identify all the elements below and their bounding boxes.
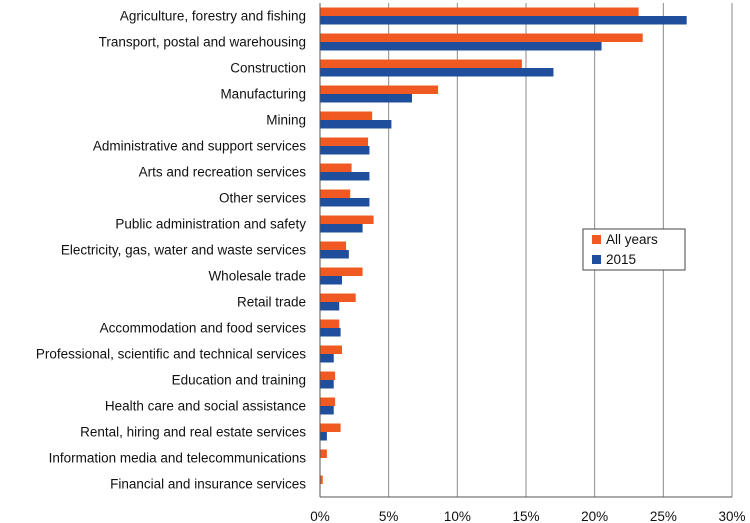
category-labels: Agriculture, forestry and fishing Transpo… <box>36 9 306 492</box>
category-label: Arts and recreation services <box>139 165 307 180</box>
bar-all-years <box>320 215 374 224</box>
x-tick-label: 15% <box>512 509 539 523</box>
bar-all-years <box>320 111 373 120</box>
bar-2015 <box>320 354 334 363</box>
bar-2015 <box>320 172 370 181</box>
bar-all-years <box>320 345 342 354</box>
bar-all-years <box>320 423 341 432</box>
bar-2015 <box>320 198 370 207</box>
bar-all-years <box>320 267 363 276</box>
bar-2015 <box>320 302 340 311</box>
legend-label-2015: 2015 <box>606 252 636 267</box>
category-label: Retail trade <box>237 295 306 310</box>
x-tick-label: 20% <box>581 509 608 523</box>
bar-2015 <box>320 146 370 155</box>
bar-all-years <box>320 85 439 94</box>
bar-2015 <box>320 432 327 441</box>
category-label: Other services <box>219 191 306 206</box>
bar-all-years <box>320 397 336 406</box>
bar-all-years <box>320 319 340 328</box>
category-label: Rental, hiring and real estate services <box>80 425 306 440</box>
bar-all-years <box>320 449 327 458</box>
bar-all-years <box>320 241 347 250</box>
category-label: Education and training <box>172 373 306 388</box>
bar-all-years <box>320 371 336 380</box>
category-label: Public administration and safety <box>115 217 306 232</box>
category-label: Accommodation and food services <box>100 321 307 336</box>
bar-2015 <box>320 42 602 51</box>
category-label: Information media and telecommunications <box>49 451 307 466</box>
bar-2015 <box>320 276 342 285</box>
legend-swatch-all-years <box>592 235 601 244</box>
legend-swatch-2015 <box>592 255 601 264</box>
legend: All years 2015 <box>582 228 686 271</box>
bar-all-years <box>320 163 352 172</box>
category-label: Electricity, gas, water and waste servic… <box>61 243 306 258</box>
bar-all-years <box>320 189 351 198</box>
category-label: Financial and insurance services <box>110 477 306 492</box>
bar-all-years <box>320 293 356 302</box>
x-tick-label: 10% <box>444 509 471 523</box>
x-tick-labels: 0% 5% 10% 15% 20% 25% 30% <box>310 509 745 523</box>
category-label: Wholesale trade <box>208 269 306 284</box>
bars <box>320 7 687 484</box>
legend-label-all-years: All years <box>606 232 658 247</box>
bar-all-years <box>320 33 643 42</box>
bar-all-years <box>320 7 639 16</box>
bar-2015 <box>320 94 413 103</box>
category-label: Manufacturing <box>220 87 306 102</box>
category-label: Construction <box>230 61 306 76</box>
bar-2015 <box>320 328 341 337</box>
bar-2015 <box>320 68 554 77</box>
bar-2015 <box>320 16 687 25</box>
bar-2015 <box>320 406 334 415</box>
x-tick-label: 0% <box>310 509 330 523</box>
x-tick-label: 30% <box>718 509 745 523</box>
bar-2015 <box>320 380 334 389</box>
bar-2015 <box>320 120 392 129</box>
category-label: Transport, postal and warehousing <box>99 35 306 50</box>
category-label: Health care and social assistance <box>105 399 306 414</box>
x-tick-label: 25% <box>650 509 677 523</box>
bar-all-years <box>320 475 323 484</box>
category-label: Professional, scientific and technical s… <box>36 347 306 362</box>
bar-2015 <box>320 224 363 233</box>
bar-all-years <box>320 59 522 68</box>
category-label: Agriculture, forestry and fishing <box>120 9 306 24</box>
x-tick-label: 5% <box>379 509 399 523</box>
bar-2015 <box>320 250 349 259</box>
category-label: Administrative and support services <box>93 139 306 154</box>
category-label: Mining <box>266 113 306 128</box>
bar-all-years <box>320 137 369 146</box>
